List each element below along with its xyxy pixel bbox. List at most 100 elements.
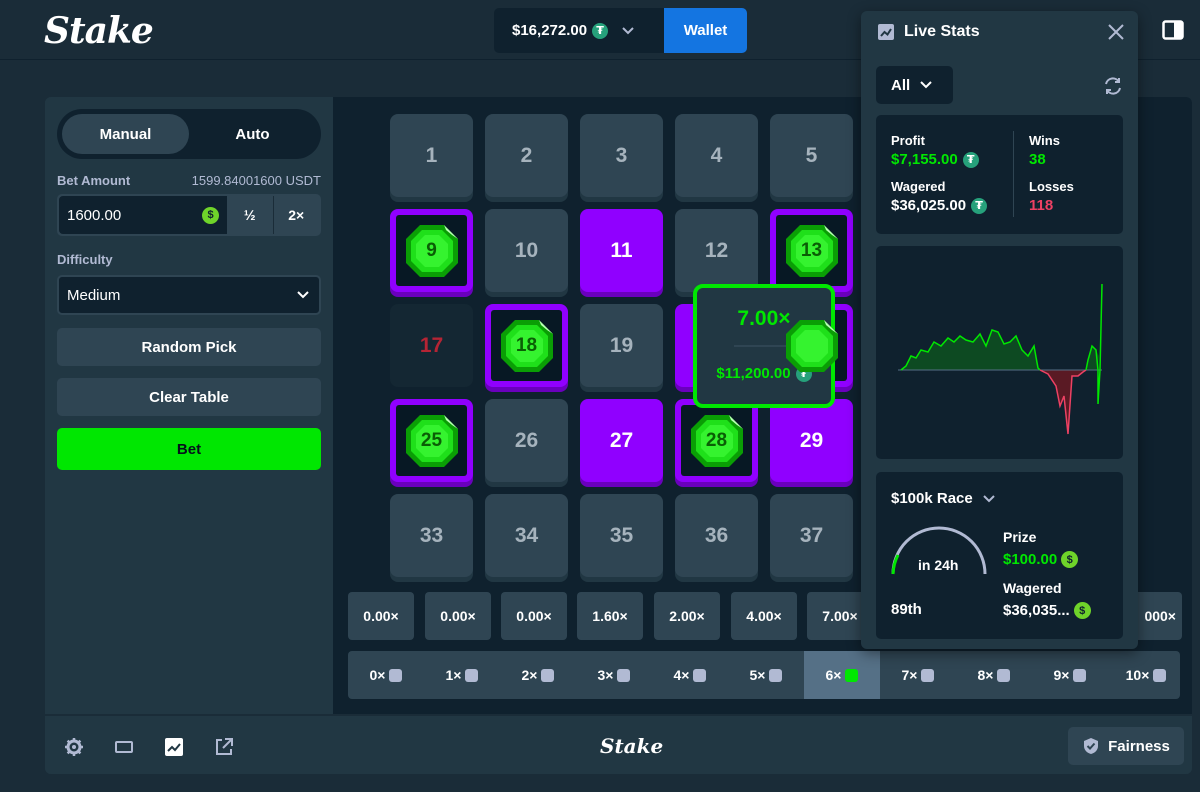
tile-28[interactable]: 28: [675, 399, 758, 482]
tile-27[interactable]: 27: [580, 399, 663, 482]
live-stats-title: Live Stats: [904, 23, 980, 40]
tile-37[interactable]: 37: [770, 494, 853, 577]
payout-multiplier: 4.00×: [731, 592, 797, 640]
double-bet-button[interactable]: 2×: [288, 207, 305, 223]
difficulty-select[interactable]: Medium: [57, 275, 321, 315]
hit-count-item: 7×: [880, 651, 956, 699]
tile-number: 5: [805, 143, 818, 167]
half-bet-button[interactable]: ½: [227, 196, 274, 234]
balance-value: $16,272.00: [512, 22, 588, 39]
race-widget: $100k Race in 24h 89th Prize $100.00 $ Wa…: [876, 472, 1123, 639]
tile-12[interactable]: 12: [675, 209, 758, 292]
hits-bar: 0× 1× 2× 3× 4× 5× 6× 7× 8× 9× 10×: [348, 651, 1180, 699]
difficulty-value: Medium: [67, 286, 121, 304]
popout-icon[interactable]: [214, 737, 234, 757]
bet-amount-input-value: 1600.00: [67, 206, 122, 224]
bet-amount-crypto: 1599.84001600 USDT: [191, 173, 321, 188]
theatre-mode-icon[interactable]: [114, 737, 134, 757]
tile-number: 36: [704, 523, 729, 547]
hit-count-label: 8×: [977, 667, 994, 683]
usdt-icon: ₮: [962, 151, 979, 168]
tile-34[interactable]: 34: [485, 494, 568, 577]
difficulty-label: Difficulty: [57, 252, 113, 267]
tile-10[interactable]: 10: [485, 209, 568, 292]
profit-area-positive: [901, 330, 1040, 370]
profit-line-end: [1085, 283, 1103, 405]
tab-manual[interactable]: Manual: [62, 114, 189, 154]
gem-icon: [997, 668, 1011, 682]
gem-icon: [845, 668, 859, 682]
tile-number: 19: [609, 333, 634, 357]
wallet-button[interactable]: Wallet: [664, 8, 747, 53]
tile-17[interactable]: 17: [390, 304, 473, 387]
hit-count-label: 6×: [825, 667, 842, 683]
wins-label: Wins: [1029, 133, 1060, 148]
fairness-button[interactable]: Fairness: [1068, 727, 1184, 765]
payout-multiplier: 0.00×: [425, 592, 491, 640]
tile-33[interactable]: 33: [390, 494, 473, 577]
bet-amount-label: Bet Amount: [57, 173, 131, 188]
hit-count-item: 9×: [1032, 651, 1108, 699]
hit-count-item: 0×: [348, 651, 424, 699]
tile-number: 3: [615, 143, 628, 167]
tile-cell-15[interactable]: [770, 304, 853, 387]
chevron-down-icon: [297, 291, 309, 299]
tile-number: 12: [704, 238, 729, 262]
tile-number: 33: [419, 523, 444, 547]
tile-number: 1: [425, 143, 438, 167]
tile-26[interactable]: 26: [485, 399, 568, 482]
refresh-icon[interactable]: [1102, 75, 1124, 97]
tile-25[interactable]: 25: [390, 399, 473, 482]
wins-value: 38: [1029, 151, 1046, 168]
tile-18[interactable]: 18: [485, 304, 568, 387]
shield-check-icon: [1084, 738, 1099, 754]
tile-13[interactable]: 13: [770, 209, 853, 292]
profit-value: $7,155.00 ₮: [891, 151, 979, 168]
clear-table-button[interactable]: Clear Table: [57, 378, 321, 416]
gem-icon: [921, 668, 935, 682]
bet-amount-input[interactable]: 1600.00 $: [59, 196, 227, 234]
tile-4[interactable]: 4: [675, 114, 758, 197]
fairness-label: Fairness: [1108, 737, 1170, 755]
race-prize-value: $100.00: [1003, 551, 1058, 568]
tile-35[interactable]: 35: [580, 494, 663, 577]
tile-11[interactable]: 11: [580, 209, 663, 292]
stats-summary: Profit $7,155.00 ₮ Wagered $36,025.00 ₮ Wi…: [876, 115, 1123, 234]
stats-filter-select[interactable]: All: [876, 66, 953, 104]
tile-number: 10: [514, 238, 539, 262]
race-prize-row: $100.00 $: [1003, 551, 1079, 568]
settings-icon[interactable]: [64, 737, 84, 757]
bet-button[interactable]: Bet: [57, 428, 321, 470]
tile-1[interactable]: 1: [390, 114, 473, 197]
tile-3[interactable]: 3: [580, 114, 663, 197]
hit-count-label: 7×: [901, 667, 918, 683]
tile-2[interactable]: 2: [485, 114, 568, 197]
gem-icon: 9: [402, 221, 462, 281]
hit-count-item: 4×: [652, 651, 728, 699]
balance-selector[interactable]: $16,272.00 ₮: [494, 8, 664, 53]
payout-multiplier: 1.60×: [577, 592, 643, 640]
race-title-row[interactable]: $100k Race: [891, 490, 995, 507]
tab-auto[interactable]: Auto: [235, 125, 270, 143]
random-pick-button[interactable]: Random Pick: [57, 328, 321, 366]
tile-19[interactable]: 19: [580, 304, 663, 387]
hit-count-label: 1×: [445, 667, 462, 683]
footer-logo: Stake: [600, 734, 664, 758]
sidebar-toggle-icon[interactable]: [1162, 20, 1184, 40]
tile-5[interactable]: 5: [770, 114, 853, 197]
popup-divider: [734, 345, 794, 347]
tile-9[interactable]: 9: [390, 209, 473, 292]
tile-36[interactable]: 36: [675, 494, 758, 577]
gem-icon: [465, 668, 479, 682]
tile-29[interactable]: 29: [770, 399, 853, 482]
live-stats-header[interactable]: Live Stats: [877, 23, 980, 41]
close-icon[interactable]: [1106, 22, 1126, 42]
hit-count-item: 8×: [956, 651, 1032, 699]
stake-logo[interactable]: Stake: [44, 10, 154, 52]
tile-number: 27: [609, 428, 634, 452]
gem-icon: 28: [687, 411, 747, 471]
live-stats-panel: Live Stats All Profit $7,155.00 ₮ Wagered…: [861, 11, 1138, 649]
live-stats-icon[interactable]: [164, 737, 184, 757]
gem-icon: 18: [497, 316, 557, 376]
gem-icon: 25: [402, 411, 462, 471]
